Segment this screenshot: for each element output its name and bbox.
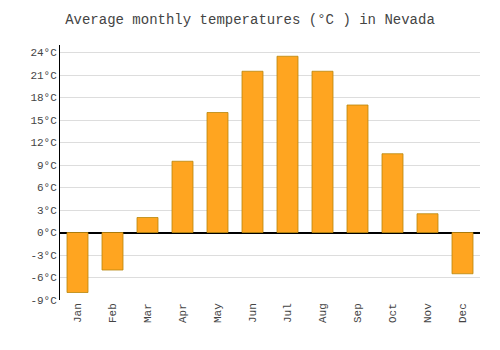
svg-text:6°C: 6°C: [37, 182, 57, 194]
svg-text:-9°C: -9°C: [30, 295, 57, 307]
svg-text:Sep: Sep: [352, 303, 364, 323]
svg-text:18°C: 18°C: [30, 92, 57, 104]
svg-text:-3°C: -3°C: [30, 250, 57, 262]
svg-text:Aug: Aug: [317, 303, 329, 323]
svg-text:24°C: 24°C: [30, 47, 57, 59]
svg-text:Apr: Apr: [177, 303, 189, 323]
svg-text:May: May: [212, 303, 224, 323]
svg-text:Oct: Oct: [387, 303, 399, 323]
svg-text:Jul: Jul: [282, 303, 294, 323]
svg-text:21°C: 21°C: [30, 70, 57, 82]
svg-text:0°C: 0°C: [37, 227, 57, 239]
svg-text:Nov: Nov: [422, 303, 434, 323]
svg-text:Dec: Dec: [457, 303, 469, 323]
svg-text:9°C: 9°C: [37, 160, 57, 172]
svg-text:-6°C: -6°C: [30, 272, 57, 284]
svg-text:Feb: Feb: [107, 303, 119, 323]
svg-text:Mar: Mar: [142, 303, 154, 323]
svg-text:Average monthly temperatures (: Average monthly temperatures (°C ) in Ne…: [65, 12, 435, 28]
svg-text:15°C: 15°C: [30, 115, 57, 127]
svg-text:Jan: Jan: [72, 303, 84, 323]
svg-text:3°C: 3°C: [37, 205, 57, 217]
svg-text:12°C: 12°C: [30, 137, 57, 149]
svg-text:Jun: Jun: [247, 303, 259, 323]
